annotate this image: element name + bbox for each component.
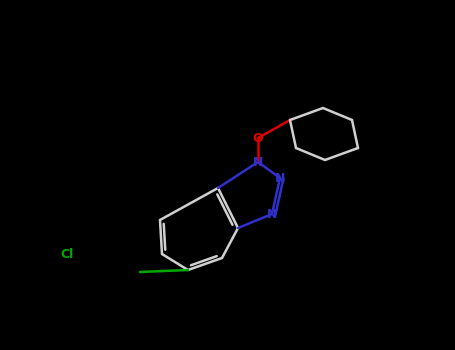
Text: N: N — [267, 208, 277, 220]
Text: Cl: Cl — [61, 248, 74, 261]
Text: O: O — [253, 132, 263, 145]
Text: N: N — [253, 155, 263, 168]
Text: N: N — [275, 172, 285, 184]
